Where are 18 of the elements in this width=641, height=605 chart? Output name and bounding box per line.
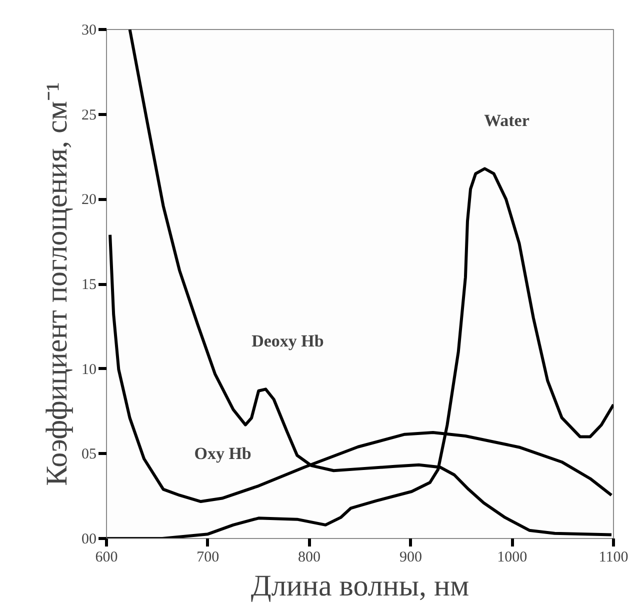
- annotation: Deoxy Hb: [252, 332, 324, 351]
- y-tick-label: 00: [82, 532, 96, 548]
- y-tick-label: 15: [82, 277, 96, 293]
- x-axis-title: Длина волны, нм: [250, 570, 470, 602]
- annotation: Oxy Hb: [194, 444, 252, 464]
- x-tick-label: 800: [298, 550, 321, 566]
- y-tick-label: 10: [82, 362, 96, 378]
- y-tick-label: 30: [82, 22, 96, 38]
- y-tick-label: 25: [82, 107, 96, 124]
- x-tick-label: 600: [95, 550, 118, 566]
- x-tick-label: 1100: [598, 550, 628, 566]
- y-tick-label: 20: [82, 192, 96, 208]
- x-tick-label: 1000: [497, 550, 528, 566]
- y-axis-title: Коэффициент поглощения, см⁻¹: [40, 82, 74, 486]
- x-tick-label: 900: [399, 550, 422, 566]
- y-tick-label: 05: [82, 446, 96, 463]
- x-tick-label: 700: [196, 550, 220, 566]
- annotation: Water: [484, 111, 530, 130]
